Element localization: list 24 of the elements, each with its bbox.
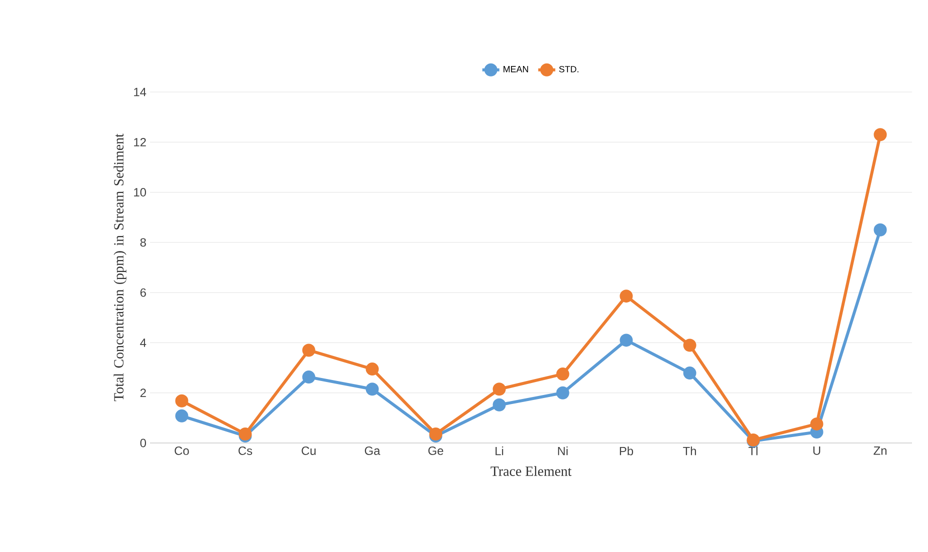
- legend-label: STD.: [559, 66, 578, 72]
- x-tick-label: Tl: [748, 446, 758, 456]
- y-axis-title: Total Concentration (ppm) in Stream Sediment: [114, 134, 126, 402]
- x-tick-label: U: [813, 446, 820, 455]
- x-tick-label: Th: [683, 446, 696, 456]
- y-tick-label: 4: [140, 338, 146, 347]
- y-tick-label: 10: [134, 188, 146, 197]
- x-tick-label: Cu: [302, 446, 316, 455]
- y-tick-label: 2: [140, 388, 146, 398]
- x-tick-label: Ga: [364, 446, 380, 455]
- legend-label: MEAN: [504, 66, 528, 72]
- x-tick-label: Li: [496, 446, 504, 456]
- y-tick-label: 12: [134, 138, 146, 146]
- y-tick-label: 6: [140, 288, 146, 297]
- y-tick-label: 0: [140, 438, 146, 448]
- x-tick-label: Pb: [620, 446, 634, 456]
- y-tick-label: 8: [140, 238, 146, 247]
- x-axis-title: Trace Element: [490, 466, 572, 476]
- x-tick-label: Ni: [558, 446, 568, 456]
- x-tick-label: Co: [174, 446, 189, 455]
- x-tick-label: Ge: [428, 446, 444, 455]
- x-tick-label: Cs: [238, 446, 252, 455]
- x-tick-label: Zn: [874, 446, 886, 455]
- y-tick-label: 14: [134, 88, 146, 96]
